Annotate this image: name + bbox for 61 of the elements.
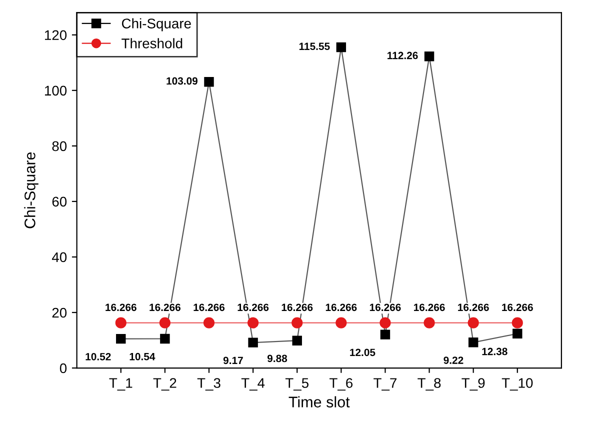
data-label: 16.266: [238, 304, 269, 312]
y-tick-label: 40: [52, 252, 67, 262]
data-label: 12.05: [350, 348, 376, 356]
legend-label: Chi-Square: [122, 18, 191, 32]
data-label: 16.266: [150, 304, 180, 312]
point: [336, 42, 346, 52]
point: [424, 52, 434, 62]
y-tick-label: 100: [44, 86, 67, 96]
point: [336, 317, 347, 328]
data-label: 16.266: [414, 304, 445, 312]
y-tick-label: 0: [60, 363, 67, 374]
x-tick-label: T_8: [418, 378, 441, 391]
point: [424, 317, 435, 328]
point: [292, 336, 302, 346]
point: [512, 317, 523, 328]
data-label: 9.22: [444, 356, 464, 364]
y-tick-label: 20: [52, 308, 67, 318]
x-tick-label: T_2: [153, 378, 176, 391]
data-label: 16.266: [458, 304, 489, 312]
x-tick-label: T_7: [374, 378, 396, 391]
x-axis-title: Time slot: [288, 396, 350, 408]
point: [292, 317, 303, 328]
data-label: 10.54: [130, 352, 156, 360]
data-label: 115.55: [299, 42, 330, 50]
y-tick-label: 80: [52, 141, 67, 152]
point: [380, 330, 390, 340]
point: [204, 76, 214, 87]
x-tick-label: T_4: [241, 378, 265, 391]
point: [248, 317, 259, 328]
x-tick-label: T_3: [197, 378, 220, 391]
data-label: 112.26: [388, 52, 418, 60]
data-label: 16.266: [326, 304, 357, 312]
data-label: 16.266: [282, 304, 313, 312]
y-tick-label: 120: [44, 30, 67, 40]
y-axis-title: Chi-Square: [24, 152, 38, 228]
point: [512, 328, 522, 339]
data-label: 9.88: [267, 354, 288, 362]
data-label: 16.266: [194, 304, 225, 312]
x-tick-label: T_9: [462, 378, 485, 391]
data-label: 16.266: [370, 304, 401, 312]
x-tick-label: T_6: [330, 378, 353, 391]
point: [159, 317, 170, 328]
data-label: 16.266: [502, 304, 533, 312]
point: [160, 334, 170, 344]
point: [116, 334, 126, 344]
x-tick-label: T_10: [502, 378, 533, 391]
point: [380, 317, 391, 328]
point: [468, 338, 478, 348]
data-label: 10.52: [86, 352, 111, 360]
data-label: 16.266: [106, 304, 136, 312]
data-label: 103.09: [166, 77, 198, 85]
point: [468, 317, 479, 328]
x-tick-label: T_1: [109, 378, 132, 391]
legend-label: Threshold: [122, 38, 182, 48]
point: [203, 317, 215, 328]
y-tick-label: 60: [52, 196, 67, 207]
point: [115, 317, 126, 328]
data-label: 9.17: [223, 356, 243, 364]
x-tick-label: T_5: [285, 378, 308, 391]
point: [248, 338, 258, 348]
data-label: 12.38: [482, 348, 508, 356]
